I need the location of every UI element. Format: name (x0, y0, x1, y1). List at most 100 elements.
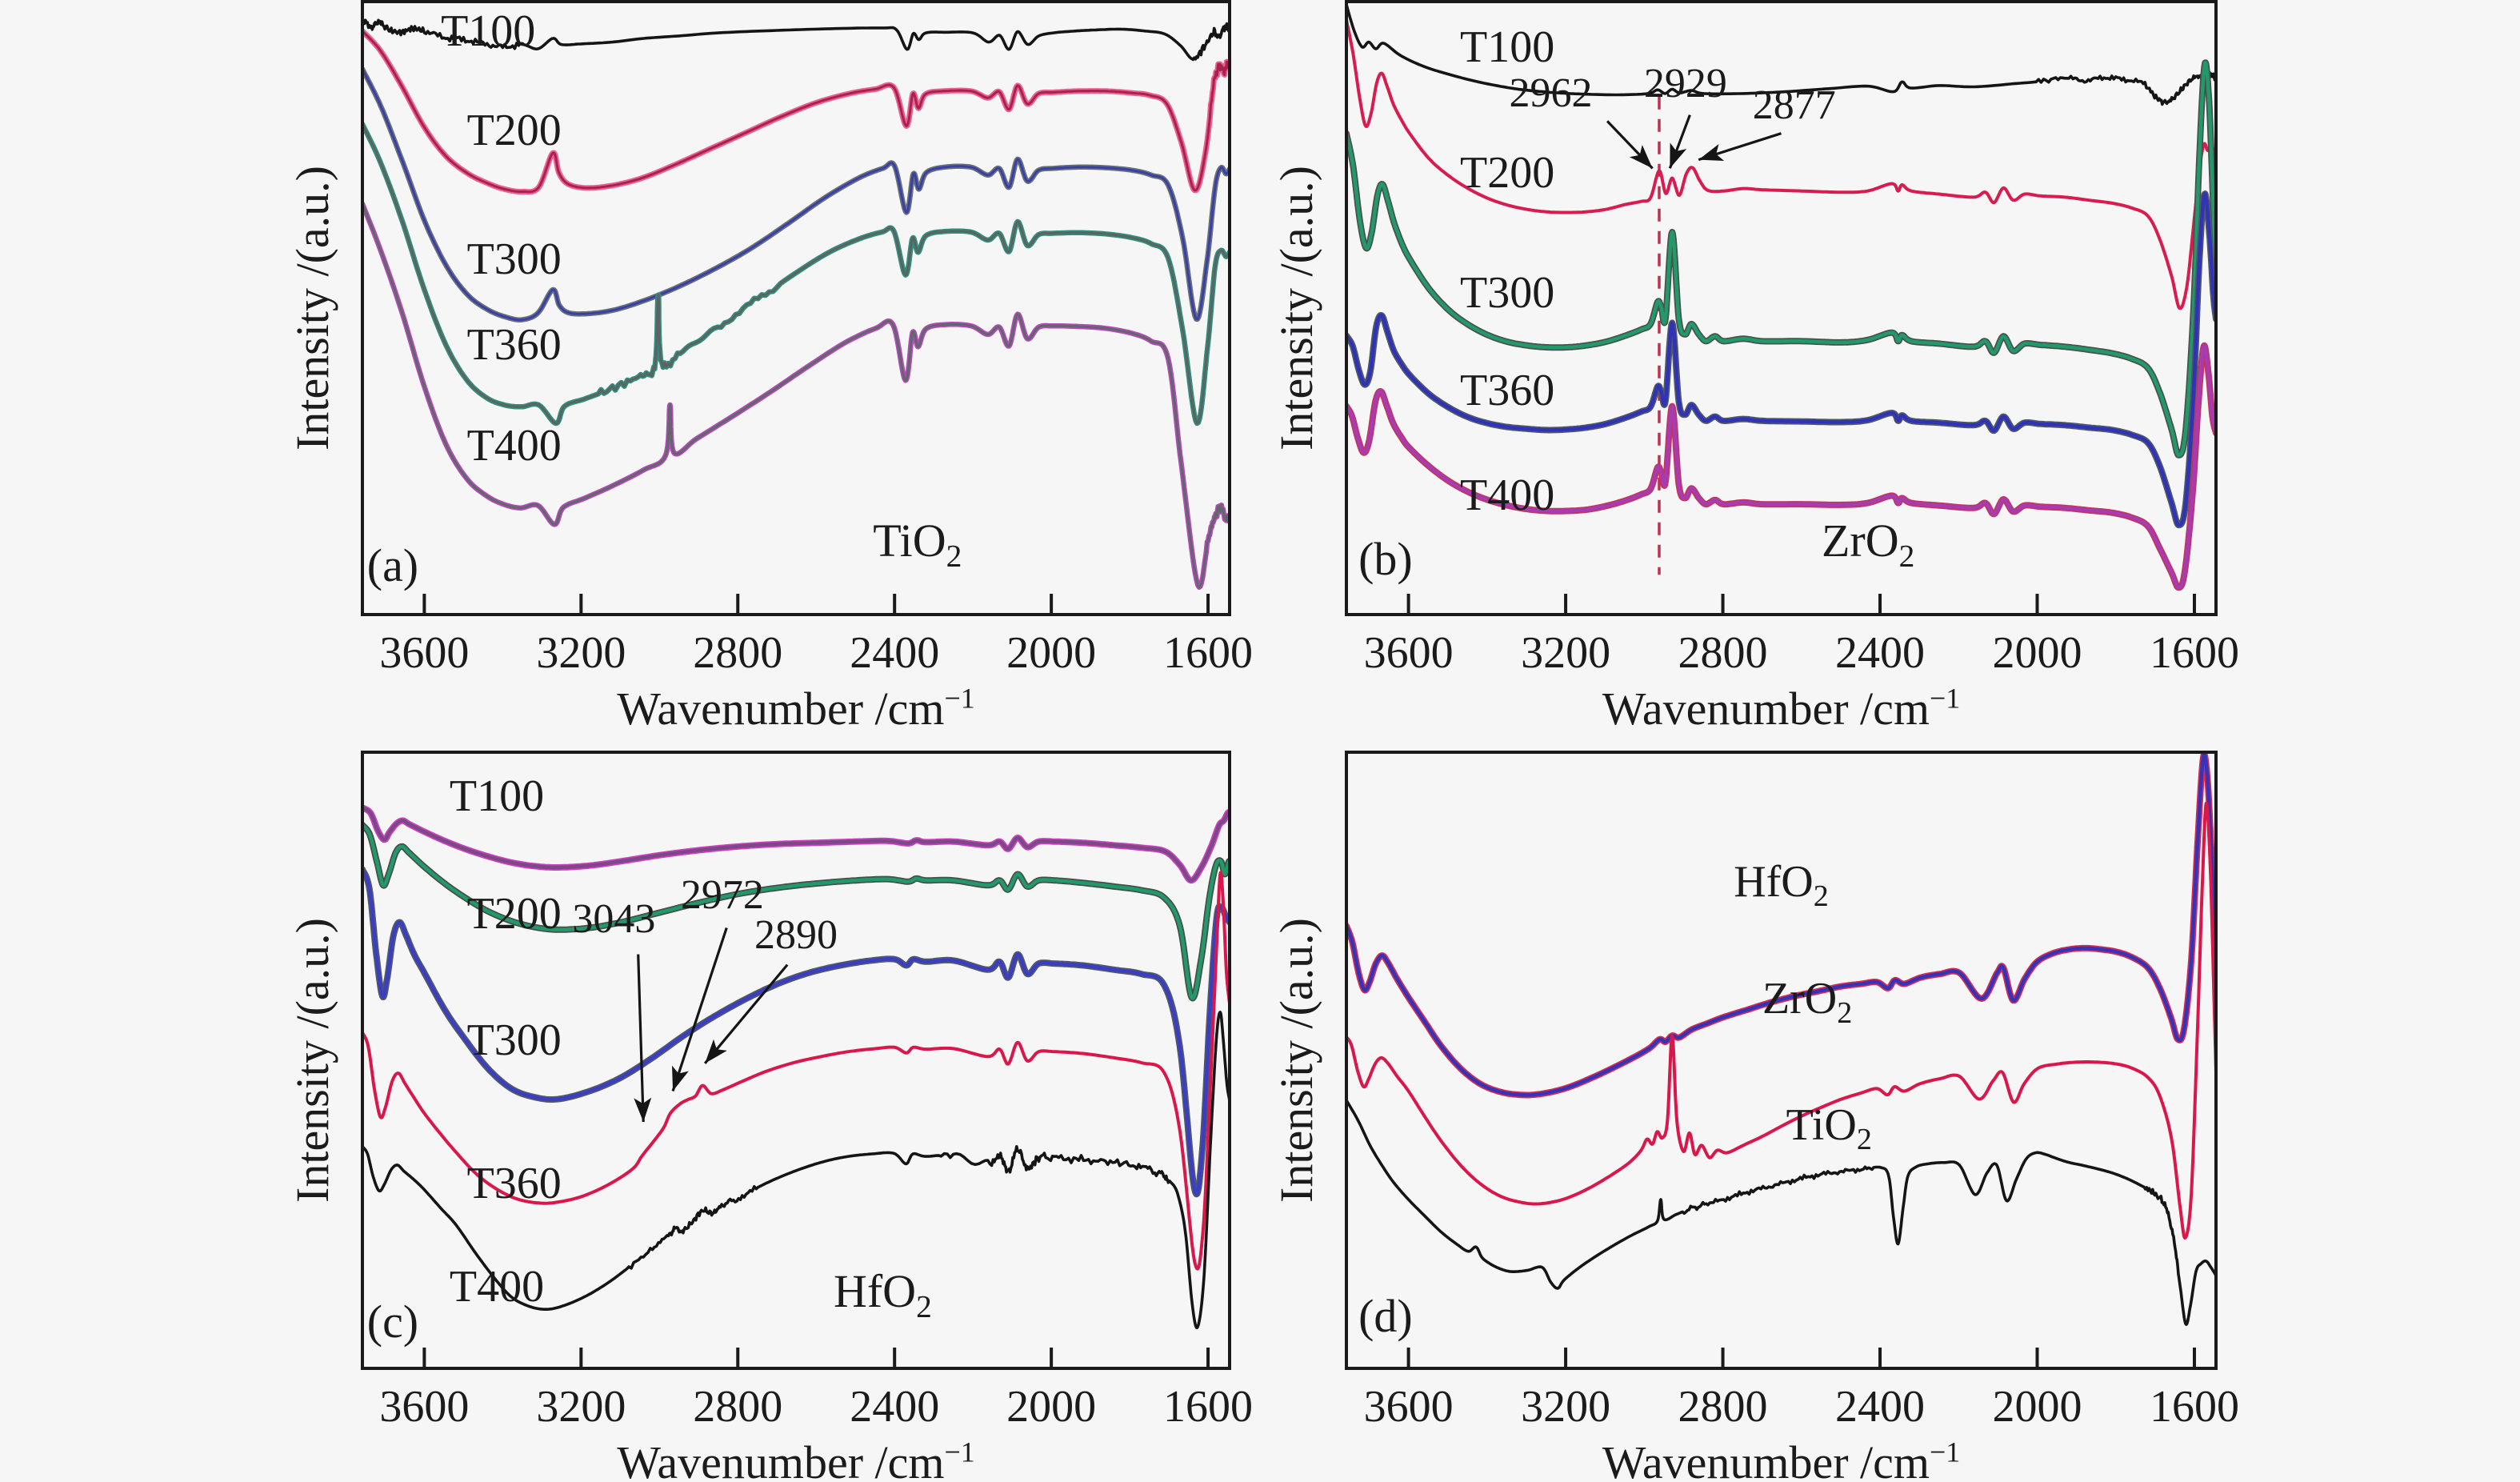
curve-label: T100 (441, 6, 536, 56)
curve-label: ZrO2 (1762, 974, 1853, 1031)
x-tick-label: 1600 (2149, 628, 2239, 678)
curve-label: T400 (449, 1262, 545, 1312)
x-ticks (422, 594, 1210, 613)
curve-d-ZrO2 (1348, 801, 2214, 1240)
annotation-arrow (1668, 114, 1691, 169)
x-tick-label: 3200 (1521, 1382, 1611, 1432)
y-axis-label: Intensity /(a.u.) (286, 918, 338, 1203)
curve-a-T200 (364, 28, 1228, 195)
x-tick-label: 2000 (1006, 628, 1097, 678)
curve-label: TiO2 (1786, 1099, 1872, 1157)
curve-label: T360 (466, 1159, 562, 1208)
curve-label: T200 (466, 888, 562, 939)
curve-c-T100 (364, 804, 1228, 884)
x-tick-label: 1600 (1163, 1382, 1254, 1432)
annotation-arrow (703, 963, 789, 1064)
curve-a-T400 (364, 202, 1228, 591)
curve-b-T400 (1348, 342, 2214, 591)
curve-label: T300 (466, 1015, 562, 1066)
peak-annotation: 2890 (754, 912, 838, 959)
panel-b-plot (1345, 0, 2218, 616)
x-tick-label: 2000 (1006, 1382, 1097, 1432)
x-tick-label: 3600 (1363, 1382, 1454, 1432)
curve-b-T200 (1348, 19, 2214, 310)
plot-border (361, 751, 1231, 1370)
x-ticks (422, 1348, 1210, 1367)
panel-d-plot (1345, 751, 2218, 1370)
curve-label: T200 (466, 105, 562, 155)
plot-border (1345, 0, 2218, 616)
panel-letter: (b) (1358, 533, 1413, 586)
x-tick-label: 3600 (379, 1382, 470, 1432)
x-ticks (1406, 594, 2196, 613)
annotation-arrow (634, 954, 652, 1123)
y-axis-label: Intensity /(a.u.) (286, 166, 338, 451)
x-axis-label: Wavenumber /cm−1 (1602, 682, 1961, 735)
curve-label: T360 (466, 319, 562, 370)
x-tick-label: 2800 (1678, 628, 1768, 678)
x-tick-label: 2800 (1678, 1382, 1768, 1432)
x-tick-label: 3600 (1363, 628, 1454, 678)
curve-label: T100 (449, 771, 545, 822)
curve-c-T400 (364, 1011, 1228, 1330)
x-tick-label: 2800 (693, 628, 783, 678)
curve-label: T400 (1459, 470, 1555, 520)
x-tick-label: 2800 (693, 1382, 783, 1432)
x-tick-label: 1600 (1163, 628, 1254, 678)
panel-title: TiO2 (873, 515, 962, 574)
x-axis-label: Wavenumber /cm−1 (617, 1436, 975, 1482)
panel-a-plot (361, 0, 1231, 616)
curve-label: T360 (1459, 366, 1555, 416)
curve-d-TiO2 (1348, 1099, 2214, 1326)
peak-annotation: 3043 (572, 896, 656, 943)
curve-label: T200 (1459, 148, 1555, 198)
curve-c-T200 (364, 822, 1228, 1002)
x-tick-label: 1600 (2149, 1382, 2239, 1432)
x-axis-label: Wavenumber /cm−1 (617, 682, 975, 735)
curve-a-T100 (364, 18, 1228, 62)
y-axis-label: Intensity /(a.u.) (1270, 166, 1322, 451)
curve-c-T300 (364, 866, 1228, 1198)
panel-letter: (a) (366, 539, 419, 591)
curve-b-T100 (1348, 5, 2214, 106)
panel-c-plot (361, 751, 1231, 1370)
curve-a-T300 (364, 66, 1228, 322)
plot-border (1345, 751, 2218, 1370)
x-tick-label: 3200 (1521, 628, 1611, 678)
x-tick-label: 3600 (379, 628, 470, 678)
peak-annotation: 2877 (1752, 82, 1836, 129)
curve-d-HfO2 (1348, 754, 2214, 1099)
plot-border (361, 0, 1231, 616)
panel-title: HfO2 (833, 1264, 932, 1324)
panel-letter: (c) (366, 1296, 419, 1348)
peak-annotation: 2972 (680, 871, 764, 918)
curve-b-T360 (1348, 190, 2214, 529)
x-ticks (1406, 1348, 2196, 1367)
x-tick-label: 2000 (1992, 628, 2082, 678)
x-tick-label: 2400 (850, 1382, 940, 1432)
curve-label: T400 (466, 421, 562, 471)
x-tick-label: 2400 (850, 628, 940, 678)
panel-title: ZrO2 (1822, 515, 1915, 574)
curve-a-T360 (364, 122, 1228, 427)
peak-annotation: 2929 (1643, 61, 1727, 107)
x-tick-label: 3200 (536, 628, 626, 678)
curve-b-T300 (1348, 59, 2214, 459)
panel-letter: (d) (1358, 1289, 1413, 1342)
annotation-arrow (671, 927, 728, 1092)
curve-label: HfO2 (1734, 856, 1829, 913)
x-axis-label: Wavenumber /cm−1 (1602, 1436, 1961, 1482)
curve-c-T360 (364, 871, 1228, 1271)
x-tick-label: 2400 (1835, 1382, 1926, 1432)
curve-label: T300 (1459, 267, 1555, 318)
x-tick-label: 3200 (536, 1382, 626, 1432)
annotation-arrow (1606, 120, 1654, 170)
x-tick-label: 2000 (1992, 1382, 2082, 1432)
x-tick-label: 2400 (1835, 628, 1926, 678)
peak-annotation: 2962 (1509, 70, 1593, 116)
annotation-arrow (1698, 132, 1782, 162)
y-axis-label: Intensity /(a.u.) (1270, 918, 1322, 1203)
curve-label: T300 (466, 234, 562, 284)
